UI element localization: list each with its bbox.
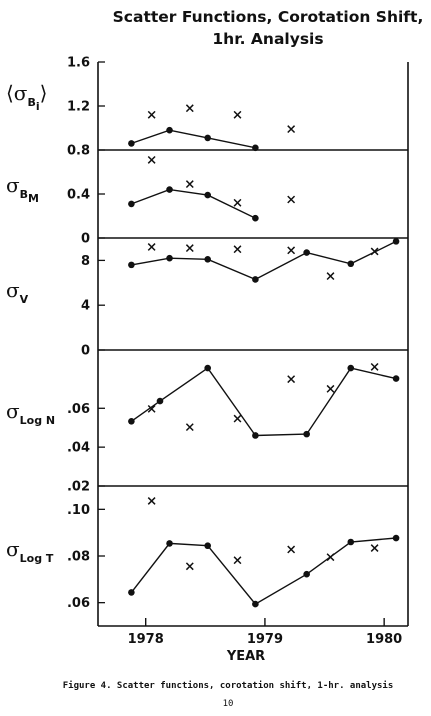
data-point-dot bbox=[204, 255, 211, 263]
y-tick-label: 0 bbox=[81, 232, 90, 247]
y-tick-label: .08 bbox=[67, 550, 90, 565]
plot-area: 1978 1979 1980 1.6 1.2 0.8 ⟨σBi⟩ 0.4 0 σBM 8 4 0 σV .0… bbox=[6, 56, 409, 647]
data-point-dot bbox=[392, 534, 400, 542]
panel-label: σLog T bbox=[6, 537, 54, 565]
y-tick-label: .04 bbox=[67, 441, 90, 456]
data-point-dot bbox=[252, 600, 259, 608]
chart-title-line-1: Scatter Functions, Corotation Shift, bbox=[113, 8, 424, 26]
data-point-cross bbox=[370, 362, 379, 371]
data-point-dot bbox=[128, 200, 135, 208]
panel-label: σBM bbox=[6, 173, 39, 205]
data-point-dot bbox=[303, 570, 310, 578]
y-tick-label: .06 bbox=[67, 596, 90, 611]
page-number: 10 bbox=[223, 699, 234, 709]
data-point-cross bbox=[233, 110, 242, 119]
data-point-dot bbox=[128, 418, 135, 425]
panel-label: ⟨σBi⟩ bbox=[6, 81, 47, 113]
x-tick-label: 1980 bbox=[366, 632, 402, 647]
panel-3: 8 4 0 σV bbox=[6, 238, 400, 359]
data-point-cross bbox=[147, 497, 156, 505]
panel-2: 0.4 0 σBM bbox=[6, 155, 296, 247]
data-point-cross bbox=[287, 125, 296, 134]
data-point-dot bbox=[204, 542, 211, 550]
data-point-dot bbox=[303, 249, 310, 256]
data-point-cross bbox=[147, 155, 156, 164]
data-point-dot bbox=[303, 430, 310, 438]
x-axis-label: YEAR bbox=[226, 649, 265, 664]
data-point-dot bbox=[252, 214, 259, 222]
panel-5: .10 .08 .06 σLog T bbox=[6, 497, 400, 611]
data-point-cross bbox=[233, 198, 242, 207]
data-point-dot bbox=[128, 589, 135, 596]
y-tick-label: 1.6 bbox=[67, 56, 90, 71]
data-point-cross bbox=[185, 180, 194, 189]
data-point-dot bbox=[204, 191, 211, 199]
data-point-cross bbox=[147, 404, 156, 413]
data-point-dot bbox=[166, 540, 173, 547]
series-line bbox=[131, 188, 256, 219]
y-tick-label: .02 bbox=[67, 480, 90, 495]
data-point-dot bbox=[392, 375, 400, 382]
panel-4: .06 .04 .02 σLog N bbox=[6, 362, 400, 495]
y-tick-label: 8 bbox=[81, 254, 90, 269]
data-point-dot bbox=[166, 126, 173, 134]
data-point-cross bbox=[370, 247, 379, 256]
data-point-cross bbox=[370, 544, 379, 552]
data-point-cross bbox=[326, 553, 335, 562]
data-point-dot bbox=[156, 397, 164, 405]
data-point-cross bbox=[185, 244, 194, 253]
data-point-cross bbox=[326, 272, 335, 281]
data-point-cross bbox=[185, 423, 194, 432]
y-tick-label: 0.8 bbox=[67, 144, 90, 159]
data-point-cross bbox=[287, 195, 296, 204]
series-line bbox=[130, 537, 397, 606]
panel-label: σLog N bbox=[6, 399, 55, 427]
data-point-dot bbox=[128, 261, 135, 269]
data-point-dot bbox=[166, 254, 173, 262]
series-line bbox=[131, 129, 256, 149]
data-point-dot bbox=[252, 432, 259, 439]
data-point-dot bbox=[166, 186, 173, 193]
panel-1: 1.6 1.2 0.8 ⟨σBi⟩ bbox=[6, 56, 296, 159]
data-point-dot bbox=[252, 276, 259, 283]
x-tick-label: 1979 bbox=[247, 632, 283, 647]
data-point-dot bbox=[128, 140, 135, 147]
data-point-cross bbox=[185, 562, 194, 571]
data-point-dot bbox=[204, 364, 211, 372]
chart-title-line-2: 1hr. Analysis bbox=[212, 30, 323, 48]
panel-label: σV bbox=[6, 278, 29, 306]
x-tick-label: 1978 bbox=[128, 632, 164, 647]
y-tick-label: 0 bbox=[81, 344, 90, 359]
figure-caption: Figure 4. Scatter functions, corotation … bbox=[63, 680, 394, 691]
data-point-cross bbox=[233, 245, 242, 254]
data-point-cross bbox=[147, 243, 156, 251]
data-point-dot bbox=[252, 144, 259, 152]
data-point-cross bbox=[233, 414, 242, 423]
data-point-cross bbox=[287, 545, 296, 554]
data-point-cross bbox=[185, 104, 194, 113]
y-tick-label: 0.4 bbox=[67, 188, 90, 203]
data-point-cross bbox=[147, 110, 156, 119]
data-point-dot bbox=[392, 238, 400, 245]
data-point-cross bbox=[233, 556, 242, 565]
data-point-cross bbox=[287, 375, 296, 384]
data-point-dot bbox=[204, 134, 211, 142]
data-point-dot bbox=[347, 538, 355, 546]
data-point-dot bbox=[347, 364, 355, 372]
data-point-cross bbox=[326, 384, 335, 393]
data-point-cross bbox=[287, 246, 296, 255]
y-tick-label: 4 bbox=[81, 299, 90, 314]
y-tick-label: .10 bbox=[67, 503, 90, 518]
y-tick-label: 1.2 bbox=[67, 100, 90, 115]
y-tick-label: .06 bbox=[67, 402, 90, 417]
data-point-dot bbox=[347, 260, 355, 268]
series-line bbox=[130, 367, 397, 437]
